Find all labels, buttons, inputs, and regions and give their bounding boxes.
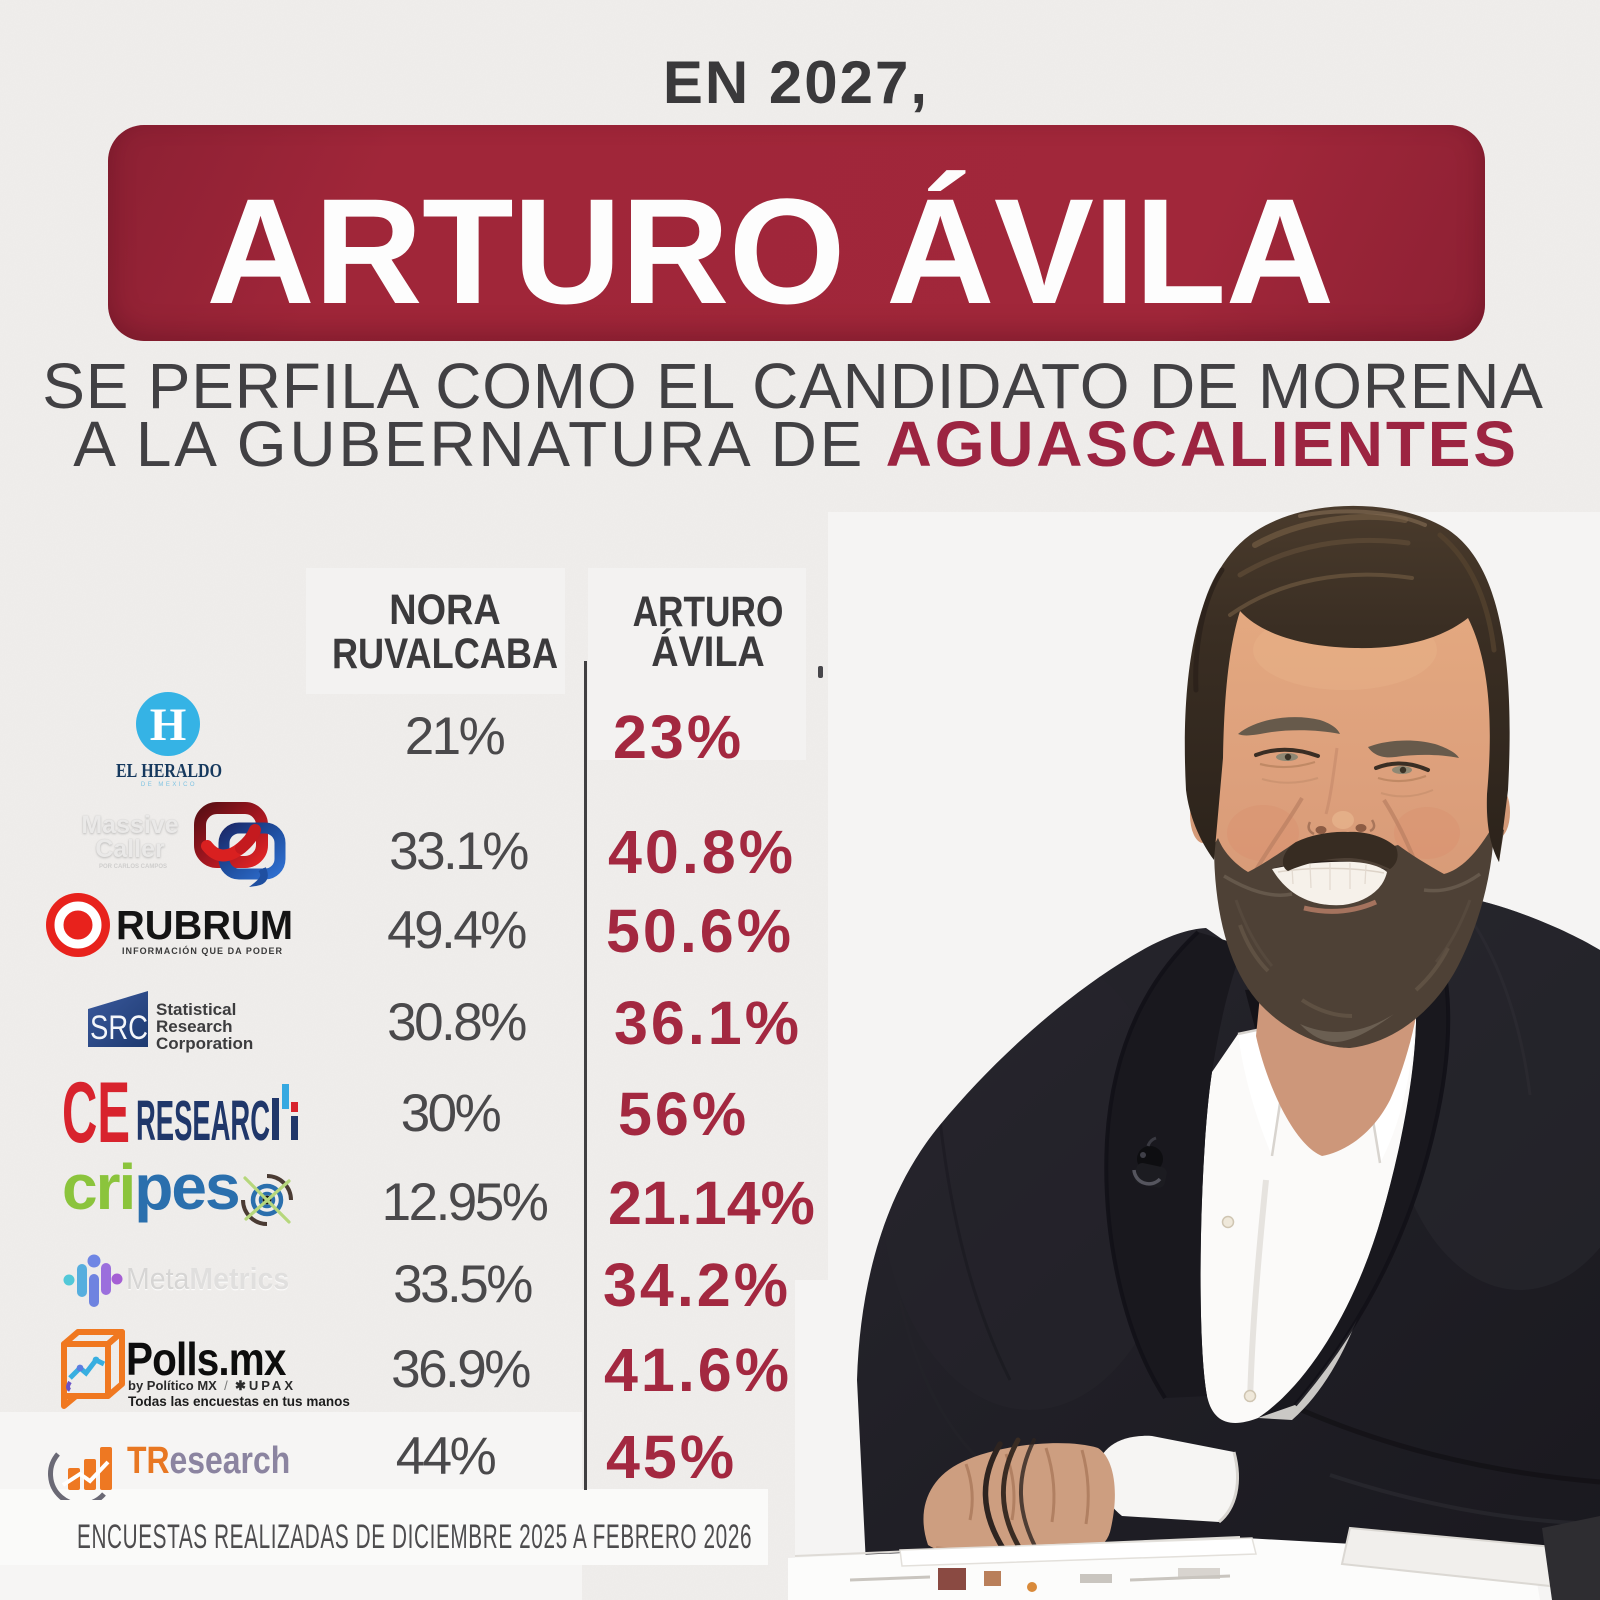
svg-text:INFORMACIÓN QUE DA PODER: INFORMACIÓN QUE DA PODER [122,945,283,956]
svg-text:RUBRUM: RUBRUM [116,902,293,948]
svg-text:EL HERALDO: EL HERALDO [116,760,222,782]
svg-text:Corporation: Corporation [156,1034,253,1053]
svg-text:Statistical: Statistical [156,1000,236,1019]
svg-text:RESEARC: RESEARC [136,1089,270,1150]
svg-text:Research: Research [156,1017,233,1036]
svg-text:H: H [150,699,187,751]
svg-text:DE MEXICO: DE MEXICO [141,782,197,788]
svg-text:CE: CE [62,1078,130,1150]
svg-text:SRC: SRC [90,1009,148,1047]
